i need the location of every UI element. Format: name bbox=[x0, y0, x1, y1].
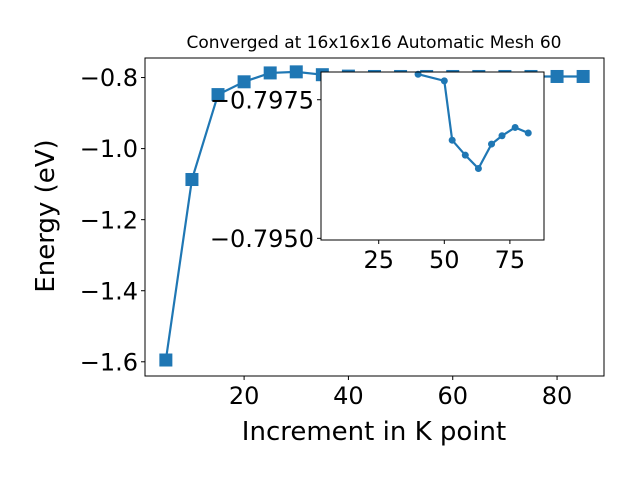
inset-data-point bbox=[440, 77, 448, 85]
data-point bbox=[550, 69, 564, 83]
y-tick-label: −1.2 bbox=[80, 206, 138, 234]
inset-x-tick-label: 75 bbox=[495, 246, 526, 274]
y-tick-label: −1.6 bbox=[80, 348, 138, 376]
x-tick-label: 60 bbox=[437, 382, 468, 410]
inset-plot: 25 50 75 −0.7950 −0.7975 bbox=[210, 70, 545, 274]
inset-frame bbox=[320, 71, 545, 241]
inset-background bbox=[321, 72, 544, 240]
frame bbox=[144, 57, 605, 377]
y-tick-label: −1.0 bbox=[80, 135, 138, 163]
inset-data-point bbox=[511, 123, 519, 131]
data-point bbox=[185, 173, 199, 187]
y-tick-label: −1.4 bbox=[80, 277, 138, 305]
x-tick-label: 40 bbox=[333, 382, 364, 410]
inset-data-point bbox=[498, 132, 506, 140]
data-point bbox=[576, 69, 590, 83]
inset-data-point bbox=[448, 136, 456, 144]
x-tick-label: 80 bbox=[542, 382, 573, 410]
data-point bbox=[237, 75, 251, 89]
inset-y-tick-label: −0.7975 bbox=[210, 86, 314, 114]
data-point bbox=[263, 66, 277, 80]
inset-data-point bbox=[524, 129, 532, 137]
data-point bbox=[211, 88, 225, 102]
y-tick-label: −0.8 bbox=[80, 64, 138, 92]
data-point bbox=[289, 65, 303, 79]
x-axis-label: Increment in K point bbox=[242, 417, 506, 447]
inset-data-point bbox=[474, 164, 482, 172]
data-point bbox=[159, 353, 173, 367]
inset-x-tick-label: 25 bbox=[363, 246, 394, 274]
y-axis-label: Energy (eV) bbox=[31, 139, 61, 292]
chart-title: Converged at 16x16x16 Automatic Mesh 60 bbox=[187, 33, 562, 53]
inset-x-tick-label: 50 bbox=[429, 246, 460, 274]
inset-y-tick-label: −0.7950 bbox=[210, 225, 314, 253]
x-tick-label: 20 bbox=[229, 382, 260, 410]
inset-data-point bbox=[461, 151, 469, 159]
inset-data-point bbox=[488, 140, 496, 148]
